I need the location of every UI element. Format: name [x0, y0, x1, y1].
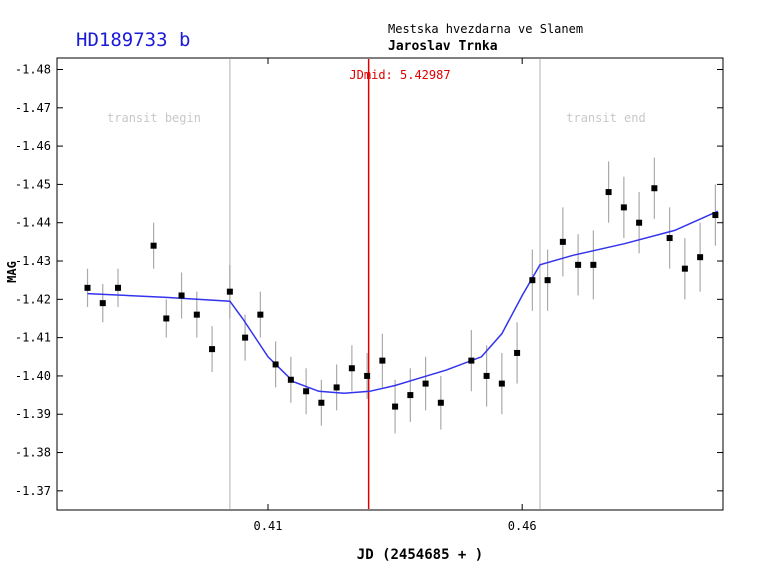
data-point — [84, 284, 91, 291]
data-point — [178, 292, 185, 299]
data-point — [483, 372, 490, 379]
data-point — [242, 334, 249, 341]
y-tick-label: -1.39 — [15, 407, 51, 421]
data-point — [348, 365, 355, 372]
observatory-name: Mestska hvezdarna ve Slanem — [388, 22, 583, 36]
data-point — [437, 399, 444, 406]
y-tick-label: -1.44 — [15, 216, 51, 230]
y-tick-label: -1.40 — [15, 369, 51, 383]
data-point — [379, 357, 386, 364]
data-point — [712, 212, 719, 219]
data-point — [407, 392, 414, 399]
x-axis-label: JD (2454685 + ) — [357, 547, 483, 563]
data-point — [287, 376, 294, 383]
y-tick-label: -1.43 — [15, 254, 51, 268]
transit-begin-label: transit begin — [107, 111, 201, 125]
data-point — [498, 380, 505, 387]
data-point — [364, 372, 371, 379]
data-point — [318, 399, 325, 406]
jdmid-label: JDmid: 5.42987 — [349, 68, 450, 82]
data-point — [697, 254, 704, 261]
fit-curve — [87, 210, 719, 394]
y-tick-label: -1.42 — [15, 292, 51, 306]
data-point — [209, 346, 216, 353]
data-point — [468, 357, 475, 364]
data-point — [303, 388, 310, 395]
y-tick-label: -1.48 — [15, 62, 51, 76]
data-point — [544, 277, 551, 284]
data-point — [333, 384, 340, 391]
transit-end-label: transit end — [566, 111, 645, 125]
x-axis: 0.41 0.46 — [254, 58, 537, 533]
y-tick-label: -1.38 — [15, 446, 51, 460]
data-point — [193, 311, 200, 318]
fit-line — [87, 210, 719, 394]
data-point — [226, 288, 233, 295]
x-tick-label: 0.46 — [508, 519, 537, 533]
data-point — [529, 277, 536, 284]
data-point — [392, 403, 399, 410]
data-points — [84, 185, 719, 410]
y-tick-label: -1.47 — [15, 101, 51, 115]
data-point — [590, 261, 597, 268]
data-point — [272, 361, 279, 368]
data-point — [620, 204, 627, 211]
data-point — [575, 261, 582, 268]
y-tick-label: -1.37 — [15, 484, 51, 498]
data-point — [150, 242, 157, 249]
y-tick-label: -1.45 — [15, 177, 51, 191]
data-point — [636, 219, 643, 226]
data-point — [422, 380, 429, 387]
data-point — [559, 238, 566, 245]
data-point — [115, 284, 122, 291]
data-point — [605, 189, 612, 196]
y-axis-label: MAG — [5, 261, 19, 283]
data-point — [514, 349, 521, 356]
observer-name: Jaroslav Trnka — [388, 39, 498, 54]
data-point — [99, 300, 106, 307]
data-point — [163, 315, 170, 322]
x-tick-label: 0.41 — [254, 519, 283, 533]
data-point — [681, 265, 688, 272]
plot-frame — [56, 57, 724, 511]
chart-title: HD189733 b — [76, 29, 190, 51]
y-tick-label: -1.41 — [15, 331, 51, 345]
data-point — [651, 185, 658, 192]
y-axis: -1.48 -1.47 -1.46 -1.45 -1.44 -1.43 -1.42 -1.41… — [15, 62, 723, 498]
y-tick-label: -1.46 — [15, 139, 51, 153]
data-point — [257, 311, 264, 318]
data-point — [666, 235, 673, 242]
